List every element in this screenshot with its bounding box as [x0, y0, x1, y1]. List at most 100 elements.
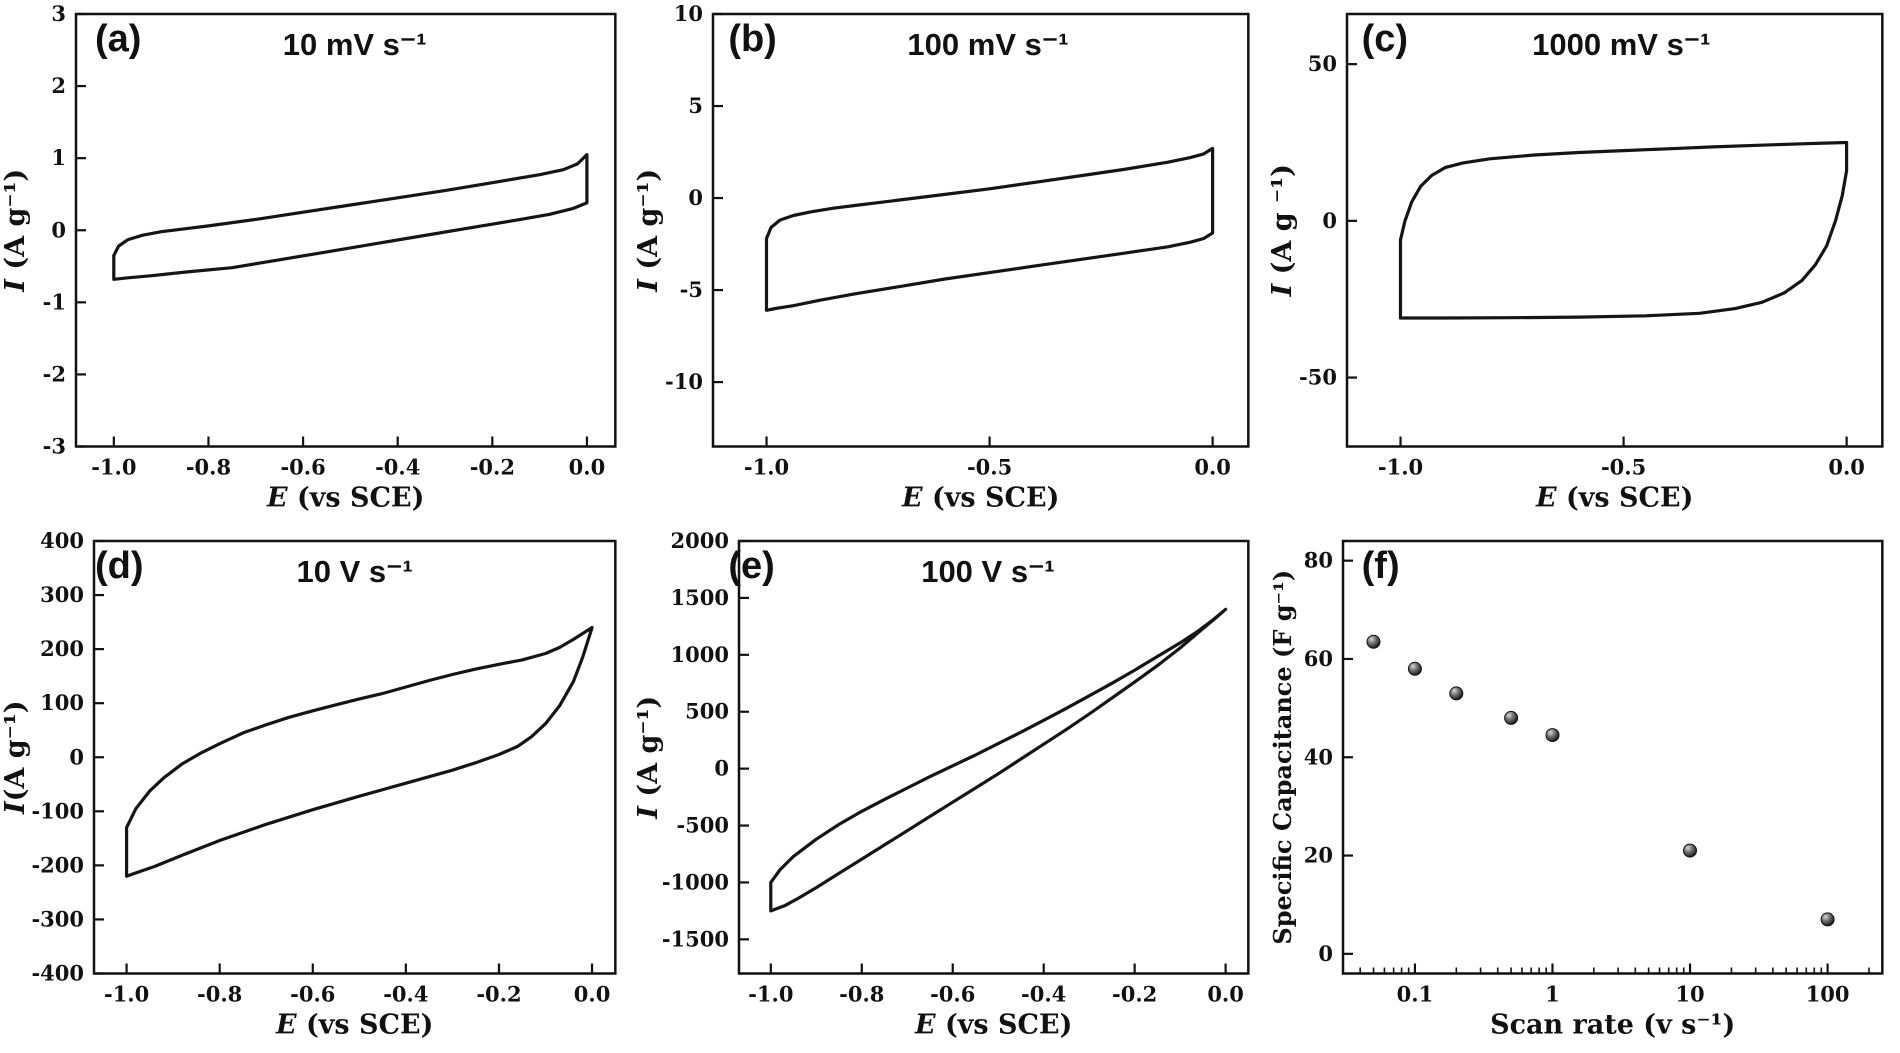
x-tick-label: 100	[1805, 981, 1849, 1006]
x-tick-label: 0.0	[574, 981, 611, 1006]
y-tick-label: -200	[31, 852, 84, 877]
panel-letter-d: (d)	[94, 544, 144, 587]
panel-a-cv-10mvs: -1.0 -0.8 -0.6 -0.4 -0.2 0.0 -3 -2 -1 0 1 2 3 E (vs S…	[0, 0, 633, 527]
x-tick-label: -0.6	[290, 981, 335, 1006]
y-tick-label: 50	[1307, 51, 1336, 76]
x-tick-label: -0.4	[1021, 981, 1066, 1006]
x-tick-label: -1.0	[104, 981, 149, 1006]
plot-area-d: -1.0 -0.8 -0.6 -0.4 -0.2 0.0 -400 -300 -200 -100 0…	[0, 527, 633, 1053]
x-tick-label: -1.0	[91, 455, 136, 480]
panel-c-cv-1000mvs: -1.0 -0.5 0.0 -50 0 50 E (vs SCE) I (A g ⁻¹) (c…	[1267, 0, 1900, 527]
x-axis-label: Scan rate (v s⁻¹)	[1490, 1009, 1735, 1040]
y-tick-label: 400	[40, 528, 84, 553]
panel-e-cv-100vs: -1.0 -0.8 -0.6 -0.4 -0.2 0.0 -1500 -1000 -500 0 50…	[633, 527, 1266, 1053]
panel-letter-a: (a)	[94, 18, 142, 61]
scatter-point	[1448, 685, 1463, 700]
y-tick-label: 2	[51, 73, 66, 98]
y-tick-label: -5	[680, 277, 703, 302]
x-tick-label: 10	[1675, 981, 1704, 1006]
chart-svg-d: -1.0 -0.8 -0.6 -0.4 -0.2 0.0 -400 -300 -200 -100 0…	[0, 528, 617, 1040]
x-tick-label: -0.6	[930, 981, 975, 1006]
y-axis-label: I (A g ⁻¹)	[1267, 164, 1298, 297]
x-tick-label: -0.2	[1112, 981, 1157, 1006]
scan-rate-label-b: 100 mV s⁻¹	[907, 27, 1069, 63]
plot-area-f: 0.1 1 10 100 0 20 40 60 80 Scan rate (v s⁻¹) Speci…	[1267, 527, 1900, 1053]
x-tick-label: 0.0	[1195, 455, 1232, 480]
y-tick-label: -2	[43, 361, 66, 386]
plot-border	[92, 539, 617, 975]
chart-svg-f: 0.1 1 10 100 0 20 40 60 80 Scan rate (v s⁻¹) Speci…	[1268, 539, 1884, 1040]
scan-rate-label-e: 100 V s⁻¹	[921, 553, 1055, 589]
x-axis-label: E (vs SCE)	[901, 483, 1059, 514]
y-tick-label: 3	[51, 1, 66, 26]
x-tick-label: -0.4	[383, 981, 428, 1006]
y-tick-label: 2000	[671, 528, 729, 553]
x-axis-label: E (vs SCE)	[1535, 483, 1693, 514]
y-tick-label: -1	[43, 289, 66, 314]
scan-rate-label-c: 1000 mV s⁻¹	[1532, 27, 1711, 63]
scatter-point	[1407, 661, 1422, 676]
y-tick-label: -400	[31, 960, 84, 985]
y-tick-label: 0	[1318, 940, 1333, 965]
y-tick-label: 60	[1303, 645, 1332, 670]
x-tick-label: -1.0	[1378, 455, 1423, 480]
x-tick-label: 0.1	[1396, 981, 1433, 1006]
chart-svg-b: -1.0 -0.5 0.0 -10 -5 0 5 10 E (vs SCE) I (A g⁻¹)	[633, 1, 1250, 514]
cv-curve	[765, 146, 1215, 312]
plot-border	[1341, 539, 1884, 975]
cv-curve	[112, 153, 589, 281]
y-tick-label: 80	[1303, 547, 1332, 572]
x-tick-label: -0.4	[375, 455, 420, 480]
cv-curve	[1398, 140, 1848, 320]
y-tick-label: 1500	[671, 584, 729, 609]
panel-letter-c: (c)	[1361, 18, 1409, 61]
y-tick-label: 500	[685, 698, 729, 723]
x-tick-label: -0.2	[476, 981, 521, 1006]
y-tick-label: -1000	[662, 869, 729, 894]
y-tick-label: -100	[31, 798, 84, 823]
x-tick-label: 0.0	[1208, 981, 1245, 1006]
plot-border	[74, 12, 617, 448]
y-tick-label: 10	[674, 1, 703, 26]
y-tick-label: -50	[1299, 365, 1337, 390]
y-tick-label: 1000	[671, 641, 729, 666]
x-tick-label: -0.8	[839, 981, 884, 1006]
x-tick-label: 1	[1545, 981, 1560, 1006]
cv-curve	[125, 625, 594, 878]
panel-letter-e: (e)	[728, 544, 775, 587]
x-tick-label: -0.8	[186, 455, 231, 480]
scatter-point	[1366, 634, 1381, 649]
chart-svg-e: -1.0 -0.8 -0.6 -0.4 -0.2 0.0 -1500 -1000 -500 0 50…	[633, 528, 1250, 1040]
y-axis-label: I (A g⁻¹)	[633, 169, 664, 293]
x-tick-label: -0.8	[197, 981, 242, 1006]
x-tick-label: -0.5	[1601, 455, 1646, 480]
panel-b-cv-100mvs: -1.0 -0.5 0.0 -10 -5 0 5 10 E (vs SCE) I (A g⁻¹) …	[633, 0, 1266, 527]
chart-svg-a: -1.0 -0.8 -0.6 -0.4 -0.2 0.0 -3 -2 -1 0 1 2 3 E (vs S…	[0, 1, 617, 514]
y-tick-label: -500	[677, 812, 730, 837]
chart-svg-c: -1.0 -0.5 0.0 -50 0 50 E (vs SCE) I (A g ⁻¹)	[1267, 12, 1884, 514]
y-tick-label: 300	[40, 582, 84, 607]
y-tick-label: 40	[1303, 744, 1332, 769]
x-tick-label: -1.0	[749, 981, 794, 1006]
y-tick-label: -300	[31, 906, 84, 931]
y-axis-label: I(A g⁻¹)	[0, 700, 31, 815]
y-tick-label: 0	[715, 755, 730, 780]
scatter-point	[1545, 727, 1560, 742]
plot-area-a: -1.0 -0.8 -0.6 -0.4 -0.2 0.0 -3 -2 -1 0 1 2 3 E (vs S…	[0, 0, 633, 527]
y-tick-label: -1500	[662, 926, 729, 951]
y-tick-label: 0	[689, 185, 704, 210]
x-axis-label: E (vs SCE)	[914, 1009, 1072, 1040]
x-tick-label: -1.0	[744, 455, 789, 480]
scatter-point	[1820, 911, 1835, 926]
panel-letter-f: (f)	[1361, 544, 1400, 587]
y-tick-label: 1	[51, 145, 66, 170]
plot-border	[1345, 12, 1884, 448]
y-axis-label: I (A g⁻¹)	[633, 695, 664, 819]
plot-area-c: -1.0 -0.5 0.0 -50 0 50 E (vs SCE) I (A g ⁻¹)	[1267, 0, 1900, 527]
x-tick-label: 0.0	[569, 455, 606, 480]
y-tick-label: -3	[43, 434, 66, 459]
plot-area-b: -1.0 -0.5 0.0 -10 -5 0 5 10 E (vs SCE) I (A g⁻¹)	[633, 0, 1266, 527]
y-tick-label: 0	[1322, 208, 1337, 233]
y-tick-label: 5	[689, 93, 704, 118]
